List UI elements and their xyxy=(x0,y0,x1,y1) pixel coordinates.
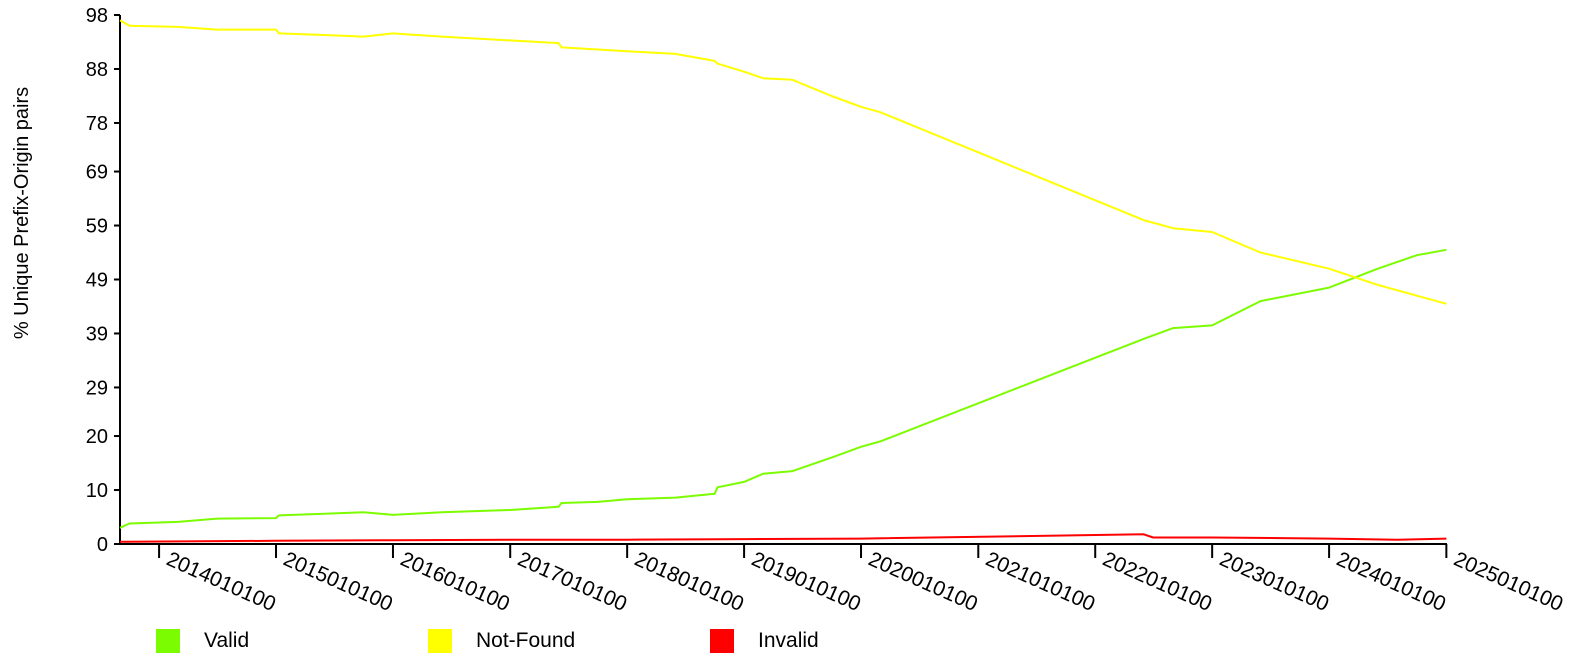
y-tick-label: 98 xyxy=(86,5,108,27)
y-tick-label: 59 xyxy=(86,216,108,238)
x-tick-label: 2018010100 xyxy=(631,548,747,617)
y-tick-label: 69 xyxy=(86,162,108,184)
series-line-valid xyxy=(119,248,1447,529)
y-tick-label: 20 xyxy=(86,426,108,448)
legend: Valid Not-Found Invalid xyxy=(0,620,1580,660)
x-tick-label: 2021010100 xyxy=(982,548,1098,617)
series-line-invalid xyxy=(119,533,1447,543)
legend-swatch-not-found xyxy=(428,629,452,653)
x-tick-label: 2016010100 xyxy=(397,548,513,617)
x-tick-label: 2025010100 xyxy=(1450,548,1566,617)
y-tick-label: 49 xyxy=(86,270,108,292)
x-tick-label: 2020010100 xyxy=(865,548,981,617)
y-tick-label: 0 xyxy=(97,534,108,556)
x-tick-label: 2019010100 xyxy=(748,548,864,617)
legend-item-invalid: Invalid xyxy=(710,628,819,654)
x-tick-label: 2022010100 xyxy=(1099,548,1215,617)
legend-label-invalid: Invalid xyxy=(758,629,819,652)
y-tick-label: 39 xyxy=(86,323,108,345)
x-tick-label: 2017010100 xyxy=(514,548,630,617)
y-axis: 0 10 20 29 39 49 59 69 78 88 98 xyxy=(86,5,121,556)
legend-item-not-found: Not-Found xyxy=(428,628,575,654)
series-layer xyxy=(119,19,1447,543)
legend-swatch-valid xyxy=(156,629,180,653)
x-tick-label: 2014010100 xyxy=(163,548,279,617)
y-tick-label: 29 xyxy=(86,377,108,399)
x-tick-label: 2023010100 xyxy=(1216,548,1332,617)
x-axis: 2014010100 2015010100 2016010100 2017010100… xyxy=(120,543,1566,617)
legend-label-valid: Valid xyxy=(204,629,250,652)
x-tick-label: 2015010100 xyxy=(280,548,396,617)
series-line-not-found xyxy=(119,19,1447,305)
x-tick-label: 2024010100 xyxy=(1333,548,1449,617)
legend-swatch-invalid xyxy=(710,629,734,653)
y-axis-title: % Unique Prefix-Origin pairs xyxy=(11,87,33,339)
legend-item-valid: Valid xyxy=(156,628,249,654)
y-tick-label: 88 xyxy=(86,59,108,81)
legend-label-not-found: Not-Found xyxy=(476,629,576,652)
y-tick-label: 78 xyxy=(86,113,108,135)
y-tick-label: 10 xyxy=(86,480,108,502)
